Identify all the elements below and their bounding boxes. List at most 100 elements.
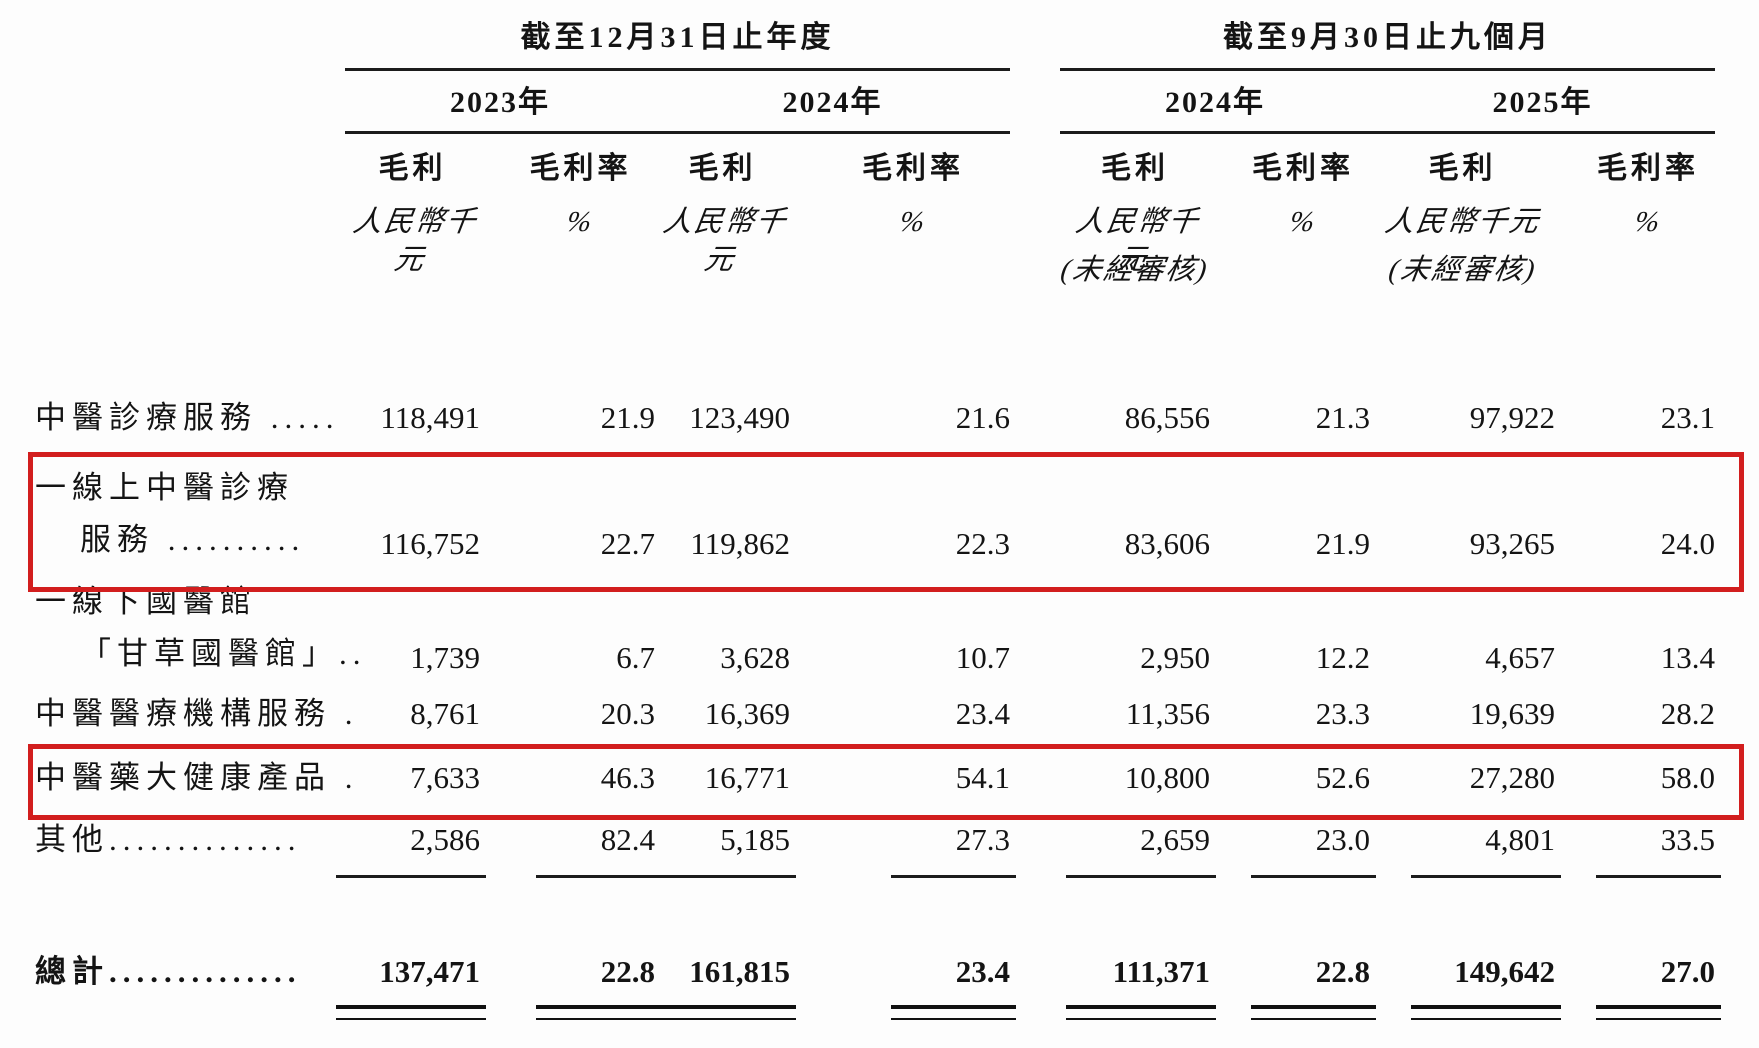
single-underline <box>1251 875 1376 878</box>
table-cell: 5,185 <box>646 818 796 878</box>
cell-value: 116,752 <box>380 526 480 561</box>
cell-value: 13.4 <box>1660 640 1715 675</box>
cell-value: 82.4 <box>600 822 655 857</box>
double-underline <box>646 1005 796 1020</box>
cell-value: 2,586 <box>410 822 480 857</box>
period-group-title-nine-months: 截至9月30日止九個月 <box>1060 20 1715 71</box>
cell-value: 23.4 <box>955 954 1010 989</box>
table-cell: 21.9 <box>480 396 655 440</box>
single-underline <box>1066 875 1216 878</box>
double-underline <box>1411 1005 1561 1020</box>
cell-value: 16,771 <box>704 760 790 795</box>
cell-value: 8,761 <box>410 696 480 731</box>
row-label: 總計.............. <box>30 948 345 996</box>
table-cell: 119,862 <box>655 522 790 566</box>
cell-value: 137,471 <box>379 954 480 989</box>
cell-value: 27.0 <box>1660 954 1715 989</box>
cell-value: 6.7 <box>616 640 655 675</box>
table-cell: 10,800 <box>1060 756 1210 800</box>
cell-value: 3,628 <box>720 640 790 675</box>
cell-value: 4,657 <box>1485 640 1555 675</box>
table-cell: 8,761 <box>345 692 480 736</box>
table-cell: 123,490 <box>655 396 790 440</box>
measure-header-row: 毛利 毛利率 毛利 毛利率 毛利 毛利率 毛利 毛利率 <box>30 150 1715 188</box>
cell-value: 46.3 <box>600 760 655 795</box>
table-cell: 27,280 <box>1370 756 1555 800</box>
gross-profit-header: 毛利 <box>688 152 757 185</box>
row-label-line: 中醫醫療機構服務 . <box>35 696 359 731</box>
row-label: 中醫藥大健康產品 . <box>30 756 359 800</box>
period-group-header-row: 截至12月31日止年度 截至9月30日止九個月 <box>30 20 1715 71</box>
table-cell: 137,471 <box>336 948 486 1020</box>
table-row: 一線下國醫館 「甘草國醫館」.. 1,739 6.7 3,628 10.7 2,950 12.… <box>30 576 1715 680</box>
double-underline <box>1251 1005 1376 1020</box>
cell-value: 93,265 <box>1469 526 1555 561</box>
table-cell: 2,659 <box>1060 818 1216 878</box>
double-underline <box>1066 1005 1216 1020</box>
table-cell: 16,771 <box>655 756 790 800</box>
cell-value: 22.8 <box>1315 954 1370 989</box>
cell-value: 86,556 <box>1124 400 1210 435</box>
gross-profit-header: 毛利 <box>1101 152 1169 185</box>
single-underline <box>1596 875 1721 878</box>
table-cell: 82.4 <box>480 818 661 878</box>
cell-value: 23.1 <box>1660 400 1715 435</box>
table-cell: 1,739 <box>345 636 480 680</box>
cell-value: 119,862 <box>690 526 790 561</box>
cell-value: 58.0 <box>1660 760 1715 795</box>
single-underline <box>891 875 1016 878</box>
table-cell: 58.0 <box>1555 756 1715 800</box>
row-label-line: 服務 .......... <box>80 522 306 557</box>
table-cell: 111,371 <box>1060 948 1216 1020</box>
table-cell: 13.4 <box>1555 636 1715 680</box>
table-row: 一線上中醫診療 服務 .......... 116,752 22.7 119,862 22… <box>30 462 1715 566</box>
table-cell: 22.8 <box>480 948 661 1020</box>
single-underline <box>1411 875 1561 878</box>
cell-value: 4,801 <box>1485 822 1555 857</box>
table-cell: 27.3 <box>790 818 1016 878</box>
unaudited-note-row: (未經審核) (未經審核) <box>30 251 1715 289</box>
table-cell: 28.2 <box>1555 692 1715 736</box>
double-underline <box>536 1005 661 1020</box>
year-header-row: 2023年 2024年 2024年 2025年 <box>30 86 1715 134</box>
table-cell: 161,815 <box>646 948 796 1020</box>
table-cell: 149,642 <box>1370 948 1561 1020</box>
table-cell: 46.3 <box>480 756 655 800</box>
cell-value: 52.6 <box>1315 760 1370 795</box>
cell-value: 97,922 <box>1469 400 1555 435</box>
cell-value: 23.4 <box>955 696 1010 731</box>
single-underline <box>536 875 661 878</box>
row-label: 其他.............. <box>30 818 345 862</box>
row-label: 中醫診療服務 ..... <box>30 396 345 440</box>
cell-value: 54.1 <box>955 760 1010 795</box>
gross-margin-header: 毛利率 <box>862 152 964 185</box>
table-cell: 10.7 <box>790 636 1010 680</box>
cell-value: 12.2 <box>1315 640 1370 675</box>
table-cell: 7,633 <box>345 756 480 800</box>
table-row: 總計.............. 137,471 22.8 161,815 23.4 11… <box>30 948 1721 1020</box>
table-cell: 24.0 <box>1555 522 1715 566</box>
single-underline <box>336 875 486 878</box>
row-label: 中醫醫療機構服務 . <box>30 692 359 736</box>
cell-value: 118,491 <box>380 400 480 435</box>
cell-value: 10,800 <box>1124 760 1210 795</box>
table-cell: 20.3 <box>480 692 655 736</box>
cell-value: 22.7 <box>600 526 655 561</box>
table-cell: 11,356 <box>1060 692 1210 736</box>
cell-value: 23.0 <box>1315 822 1370 857</box>
double-underline <box>336 1005 486 1020</box>
row-label-line: 一線上中醫診療 <box>35 470 294 505</box>
unaudited-note: (未經審核) <box>1386 254 1539 286</box>
row-label: 一線上中醫診療服務 .......... <box>30 462 345 566</box>
double-underline <box>891 1005 1016 1020</box>
table-cell: 23.3 <box>1210 692 1370 736</box>
row-label-line: 中醫診療服務 ..... <box>35 400 340 435</box>
table-cell: 21.3 <box>1210 396 1370 440</box>
row-label-line: 中醫藥大健康產品 . <box>35 760 359 795</box>
cell-value: 1,739 <box>410 640 480 675</box>
table-cell: 6.7 <box>480 636 655 680</box>
cell-value: 27,280 <box>1469 760 1555 795</box>
table-cell: 21.6 <box>790 396 1010 440</box>
table-cell: 52.6 <box>1210 756 1370 800</box>
